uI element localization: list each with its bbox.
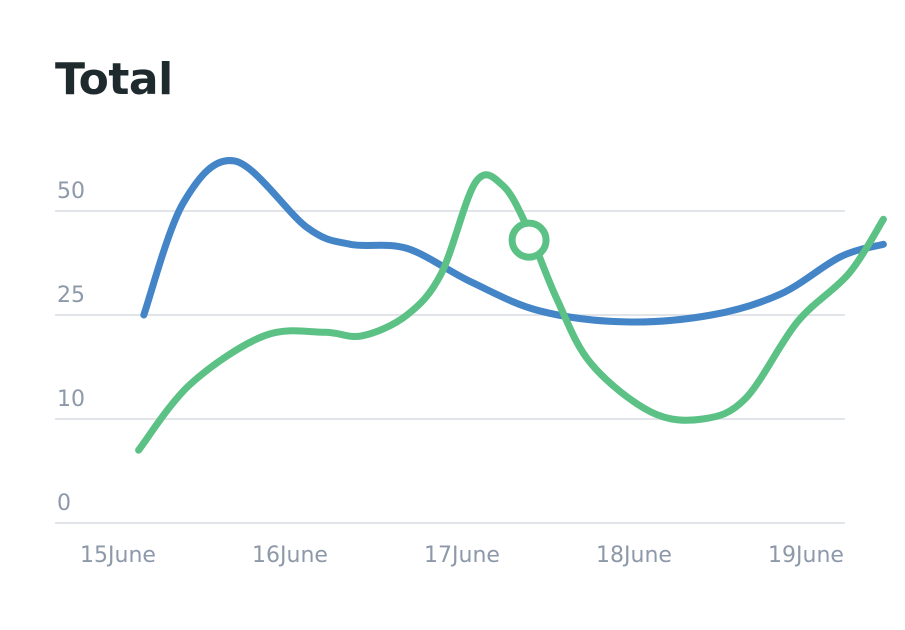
y-tick-label: 10 [57,387,85,412]
y-axis-tick-labels: 0 10 25 50 [57,179,85,516]
x-tick-label: 19June [768,543,844,568]
series-line-2 [135,171,887,454]
y-tick-label: 50 [57,179,85,204]
x-tick-label: 15June [80,543,156,568]
y-tick-label: 0 [57,491,71,516]
x-tick-label: 18June [596,543,672,568]
highlight-markers [508,219,550,261]
series-lines [135,157,887,454]
highlight-point-marker[interactable] [508,219,550,261]
x-tick-label: 17June [424,543,500,568]
series-line-1 [140,157,887,326]
chart-title: Total [55,54,173,105]
x-axis-tick-labels: 15June 16June 17June 18June 19June [80,543,844,568]
y-tick-label: 25 [57,283,85,308]
x-tick-label: 16June [252,543,328,568]
